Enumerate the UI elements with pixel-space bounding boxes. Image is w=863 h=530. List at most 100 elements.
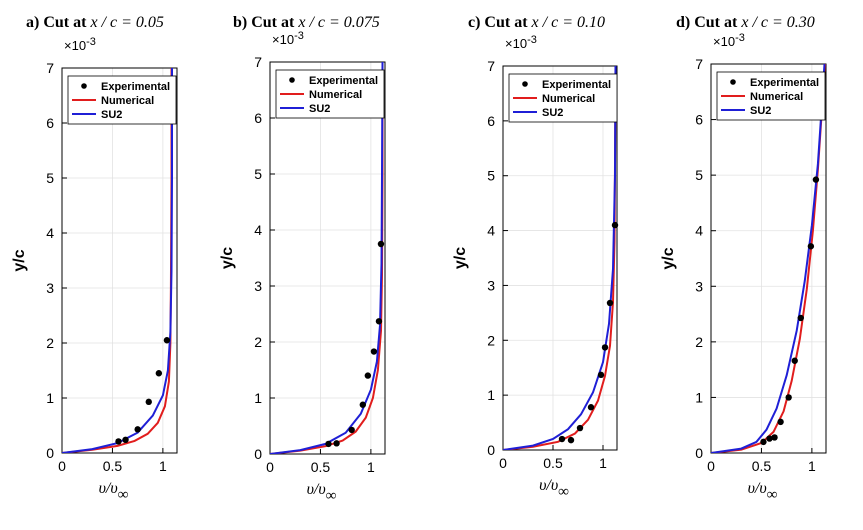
x-tick-label: 1 [808,458,816,474]
y-tick-label: 5 [487,168,495,184]
experimental-point [348,426,355,434]
y-tick-label: 6 [695,112,703,128]
experimental-point [611,221,619,229]
x-tick-label: 1 [599,455,607,471]
legend-label-su2: SU2 [542,107,563,119]
y-tick-label: 4 [487,223,495,239]
experimental-point [797,314,804,322]
x-axis-label: υ/υ∞ [539,477,569,500]
chart-title-prefix: b) Cut at [233,14,298,31]
chart-title-math: x / c = 0.30 [740,14,814,31]
chart-title: b) Cut at x / c = 0.075 [233,14,380,31]
x-axis-label-main: υ/υ [307,481,326,498]
x-axis-label: υ/υ∞ [307,481,337,504]
experimental-point [587,404,595,411]
exponent-power: -3 [735,32,745,44]
experimental-point [791,357,798,364]
x-axis-label-sub: ∞ [558,484,569,500]
experimental-point [606,299,614,307]
exponent-base: ×10 [64,38,86,53]
chart-panel-2: b) Cut at x / c = 0.075 0 0.5 1 0 1 2 3 4 5 6 7 ×10-… [219,14,386,504]
chart-title-prefix: d) Cut at [676,14,741,31]
x-axis-label-sub: ∞ [326,488,337,504]
experimental-point [122,436,129,443]
y-tick-label: 2 [487,332,495,348]
chart-title-prefix: c) Cut at [468,14,532,31]
chart-title-prefix: a) Cut at [26,14,90,31]
x-axis-label-main: υ/υ [748,480,767,497]
experimental-point [375,318,383,325]
experimental-point [601,344,609,351]
legend-label-su2: SU2 [750,105,771,117]
legend-label-experimental: Experimental [542,79,611,91]
y-tick-label: 0 [254,446,262,462]
y-tick-label: 3 [254,278,262,294]
plot-frame [61,67,178,454]
legend-label-numerical: Numerical [750,91,803,103]
plot-frame [710,63,827,454]
x-tick-label: 1 [367,459,375,475]
chart-title-math: x / c = 0.075 [297,14,379,31]
x-tick-label: 0.5 [103,458,123,474]
y-tick-label: 6 [254,110,262,126]
x-axis-label: υ/υ∞ [748,480,778,503]
exponent-base: ×10 [272,32,294,47]
y-tick-label: 6 [46,115,54,131]
x-tick-label: 0.5 [311,459,331,475]
series-numerical-line [62,68,173,453]
experimental-point [558,435,566,443]
series-numerical-line [270,62,384,454]
exponent-label: ×10-3 [505,34,537,51]
y-axis-label: y/c [660,247,677,269]
experimental-point [359,401,367,408]
y-axis-label: y/c [452,247,469,269]
chart-panel-4: d) Cut at x / c = 0.30 0 0.5 1 0 1 2 3 4 5 6 7 ×10-3… [660,14,827,503]
exponent-base: ×10 [505,36,527,51]
experimental-point [134,426,141,433]
y-tick-label: 7 [487,58,495,74]
y-tick-label: 4 [254,222,262,238]
series-su2-line [270,62,384,454]
y-tick-label: 1 [487,387,495,403]
legend-label-numerical: Numerical [542,93,595,105]
experimental-point [771,434,778,441]
y-tick-label: 2 [254,334,262,350]
y-axis-label: y/c [219,247,236,269]
experimental-point [807,243,815,250]
legend-label-experimental: Experimental [309,75,378,87]
y-tick-label: 1 [254,390,262,406]
experimental-point [777,418,784,426]
y-tick-label: 5 [695,167,703,183]
legend-marker-experimental [289,77,295,83]
chart-title: d) Cut at x / c = 0.30 [676,14,815,31]
y-tick-label: 3 [695,278,703,294]
legend-marker-experimental [81,83,87,89]
y-tick-label: 3 [487,277,495,293]
legend-label-numerical: Numerical [101,95,154,107]
exponent-base: ×10 [713,34,735,49]
y-tick-label: 1 [46,390,54,406]
series-su2-line [503,66,617,450]
experimental-point [333,440,340,447]
experimental-point [766,435,773,442]
experimental-point [370,348,378,355]
y-tick-label: 3 [46,280,54,296]
x-axis-label: υ/υ∞ [99,480,129,503]
exponent-label: ×10-3 [272,30,304,47]
legend-label-experimental: Experimental [101,81,170,93]
y-tick-label: 7 [254,54,262,70]
y-tick-label: 4 [695,223,703,239]
y-tick-label: 0 [695,445,703,461]
legend-marker-experimental [730,79,736,85]
exponent-power: -3 [294,30,304,42]
x-axis-label-main: υ/υ [99,480,118,497]
experimental-point [115,438,122,445]
y-tick-label: 2 [46,335,54,351]
experimental-point [377,240,385,248]
legend-label-numerical: Numerical [309,89,362,101]
x-tick-label: 0.5 [752,458,772,474]
experimental-point [597,371,605,379]
experimental-point [155,370,163,377]
exponent-power: -3 [86,36,96,48]
x-axis-label-main: υ/υ [539,477,558,494]
